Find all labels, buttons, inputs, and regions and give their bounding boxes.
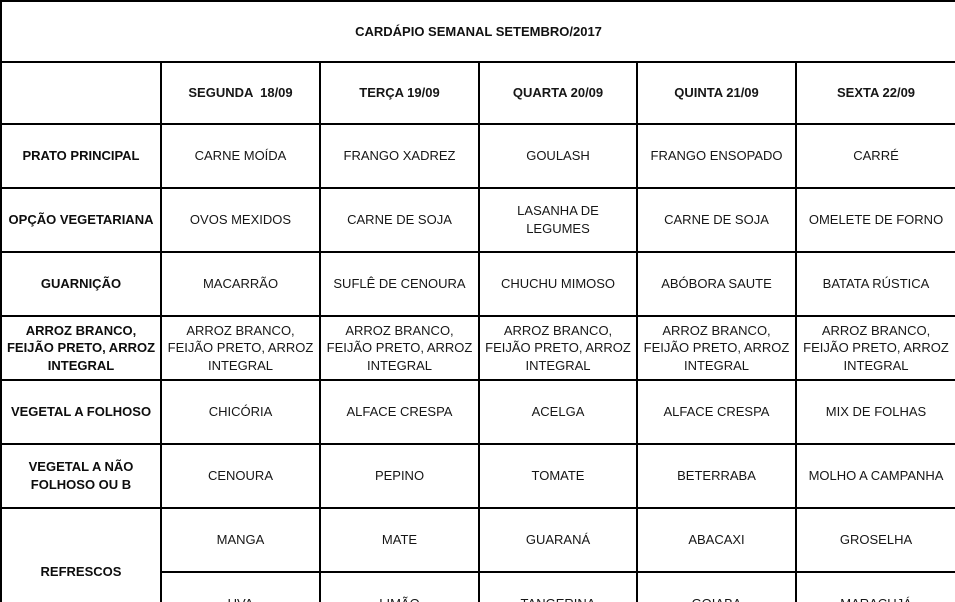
page-title: CARDÁPIO SEMANAL SETEMBRO/2017 [0,0,955,63]
menu-cell: MARACUJÁ [794,571,955,602]
menu-cell: ARROZ BRANCO, FEIJÃO PRETO, ARROZ INTEGR… [160,315,321,381]
menu-cell: ARROZ BRANCO, FEIJÃO PRETO, ARROZ INTEGR… [319,315,480,381]
table-row-refrescos-1: REFRESCOS MANGA MATE GUARANÁ ABACAXI GRO… [0,507,955,602]
menu-cell: MATE [319,507,480,573]
title-row: CARDÁPIO SEMANAL SETEMBRO/2017 [0,0,955,63]
menu-cell: TOMATE [478,443,638,509]
menu-cell: LIMÃO [319,571,480,602]
table-row-opcao-vegetariana: OPÇÃO VEGETARIANA OVOS MEXIDOS CARNE DE … [0,187,955,253]
menu-cell: OVOS MEXIDOS [160,187,321,253]
menu-cell: CARRÉ [794,123,955,189]
menu-cell: SUFLÊ DE CENOURA [319,251,480,317]
empty-corner-cell [0,61,162,125]
row-label: PRATO PRINCIPAL [0,123,162,189]
menu-cell: ALFACE CRESPA [636,379,797,445]
day-header-row: SEGUNDA 18/09 TERÇA 19/09 QUARTA 20/09 Q… [0,61,955,125]
menu-cell: CHICÓRIA [160,379,321,445]
menu-cell: FRANGO XADREZ [319,123,480,189]
row-label: ARROZ BRANCO, FEIJÃO PRETO, ARROZ INTEGR… [0,315,162,381]
menu-cell: BETERRABA [636,443,797,509]
menu-cell: ARROZ BRANCO, FEIJÃO PRETO, ARROZ INTEGR… [636,315,797,381]
menu-cell: GUARANÁ [478,507,638,573]
table-row-guarnicao: GUARNIÇÃO MACARRÃO SUFLÊ DE CENOURA CHUC… [0,251,955,317]
day-header-friday: SEXTA 22/09 [794,61,955,125]
day-header-tuesday: TERÇA 19/09 [319,61,480,125]
menu-cell: GROSELHA [794,507,955,573]
day-header-thursday: QUINTA 21/09 [636,61,797,125]
table-row-prato-principal: PRATO PRINCIPAL CARNE MOÍDA FRANGO XADRE… [0,123,955,189]
menu-cell: ARROZ BRANCO, FEIJÃO PRETO, ARROZ INTEGR… [478,315,638,381]
menu-cell: CHUCHU MIMOSO [478,251,638,317]
row-label: VEGETAL A FOLHOSO [0,379,162,445]
menu-cell: LASANHA DE LEGUMES [478,187,638,253]
row-label: VEGETAL A NÃO FOLHOSO OU B [0,443,162,509]
menu-cell: UVA [160,571,321,602]
menu-cell: MOLHO A CAMPANHA [794,443,955,509]
menu-cell: MANGA [160,507,321,573]
table-row-refrescos-2: UVA LIMÃO TANGERINA GOIABA MARACUJÁ [1,571,955,602]
menu-cell: ABÓBORA SAUTE [636,251,797,317]
menu-cell: CARNE DE SOJA [636,187,797,253]
day-header-wednesday: QUARTA 20/09 [478,61,638,125]
menu-cell: ALFACE CRESPA [319,379,480,445]
table-row-arroz-feijao: ARROZ BRANCO, FEIJÃO PRETO, ARROZ INTEGR… [0,315,955,381]
row-label-refrescos: REFRESCOS [0,507,162,602]
menu-cell: ARROZ BRANCO, FEIJÃO PRETO, ARROZ INTEGR… [794,315,955,381]
menu-cell: ABACAXI [636,507,797,573]
menu-cell: ACELGA [478,379,638,445]
menu-cell: MIX DE FOLHAS [794,379,955,445]
menu-cell: CARNE MOÍDA [160,123,321,189]
menu-cell: CARNE DE SOJA [319,187,480,253]
row-label: GUARNIÇÃO [0,251,162,317]
menu-cell: TANGERINA [478,571,638,602]
menu-cell: FRANGO ENSOPADO [636,123,797,189]
menu-cell: PEPINO [319,443,480,509]
table-row-vegetal-folhoso: VEGETAL A FOLHOSO CHICÓRIA ALFACE CRESPA… [0,379,955,445]
day-header-monday: SEGUNDA 18/09 [160,61,321,125]
table-row-vegetal-nao-folhoso: VEGETAL A NÃO FOLHOSO OU B CENOURA PEPIN… [0,443,955,509]
menu-cell: GOIABA [636,571,797,602]
menu-cell: GOULASH [478,123,638,189]
menu-cell: OMELETE DE FORNO [794,187,955,253]
menu-cell: MACARRÃO [160,251,321,317]
row-label: OPÇÃO VEGETARIANA [0,187,162,253]
menu-cell: BATATA RÚSTICA [794,251,955,317]
menu-cell: CENOURA [160,443,321,509]
